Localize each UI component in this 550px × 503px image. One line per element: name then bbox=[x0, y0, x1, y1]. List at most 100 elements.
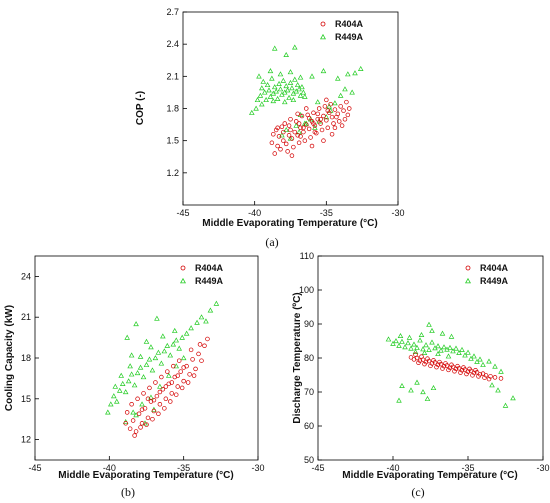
data-point-r404a bbox=[163, 396, 169, 402]
data-point-r449a bbox=[276, 80, 282, 86]
data-point-r449a bbox=[213, 300, 220, 306]
y-tick-label: 15 bbox=[21, 394, 31, 404]
legend-label-r449a: R449A bbox=[480, 276, 509, 286]
data-point-r404a bbox=[145, 415, 151, 421]
data-point-r404a bbox=[275, 143, 280, 149]
data-point-r449a bbox=[423, 342, 429, 348]
data-point-r449a bbox=[139, 401, 145, 407]
data-point-r449a bbox=[302, 93, 308, 99]
data-point-r404a bbox=[132, 433, 137, 438]
data-point-r449a bbox=[309, 73, 315, 79]
data-point-r449a bbox=[283, 127, 289, 133]
data-point-r449a bbox=[128, 352, 135, 358]
data-point-r449a bbox=[183, 330, 190, 336]
plot-frame bbox=[182, 11, 399, 206]
data-point-r404a bbox=[319, 127, 325, 133]
x-tick-label: -35 bbox=[461, 463, 474, 473]
data-point-r449a bbox=[408, 345, 414, 351]
x-tick-label: -35 bbox=[320, 208, 333, 218]
data-point-r404a bbox=[190, 357, 195, 362]
x-tick-label: -45 bbox=[311, 463, 324, 473]
data-point-r449a bbox=[320, 68, 327, 74]
data-point-r449a bbox=[155, 349, 162, 355]
data-point-r449a bbox=[116, 387, 123, 393]
data-point-r449a bbox=[300, 89, 307, 95]
legend-label-r449a: R449A bbox=[335, 32, 364, 42]
legend-marker-r404a bbox=[180, 265, 186, 271]
x-axis-label: Middle Evaporating Temperature (°C) bbox=[58, 470, 234, 481]
data-point-r449a bbox=[399, 338, 405, 344]
data-point-r404a bbox=[130, 418, 136, 423]
data-point-r404a bbox=[168, 399, 173, 404]
data-point-r404a bbox=[301, 129, 306, 135]
data-point-r449a bbox=[267, 93, 274, 99]
data-point-r449a bbox=[424, 395, 431, 401]
data-point-r404a bbox=[298, 125, 303, 131]
data-point-r449a bbox=[408, 387, 414, 393]
data-point-r449a bbox=[112, 383, 119, 389]
data-point-r404a bbox=[278, 146, 283, 152]
data-point-r404a bbox=[157, 401, 163, 407]
data-point-r449a bbox=[393, 338, 399, 344]
legend-marker-r449a bbox=[465, 277, 471, 284]
data-point-r449a bbox=[122, 389, 129, 395]
data-point-r449a bbox=[269, 75, 275, 81]
data-point-r404a bbox=[322, 104, 328, 109]
data-point-r449a bbox=[127, 363, 133, 369]
legend-label-r404a: R404A bbox=[195, 263, 224, 273]
data-point-r449a bbox=[263, 97, 269, 103]
data-point-r449a bbox=[510, 395, 516, 401]
y-tick-label: 2.7 bbox=[166, 7, 179, 17]
data-point-r449a bbox=[498, 368, 504, 374]
data-point-r449a bbox=[131, 382, 138, 388]
data-point-r404a bbox=[157, 389, 163, 395]
data-point-r404a bbox=[296, 140, 302, 146]
data-point-r449a bbox=[292, 76, 298, 82]
data-point-r404a bbox=[282, 121, 288, 126]
data-point-r449a bbox=[439, 330, 446, 336]
data-point-r449a bbox=[130, 409, 136, 415]
data-point-r449a bbox=[249, 109, 255, 115]
data-point-r449a bbox=[160, 333, 166, 339]
panel-label-a: (a) bbox=[265, 235, 278, 249]
data-point-r404a bbox=[288, 127, 293, 133]
data-point-r404a bbox=[144, 422, 149, 427]
data-point-r404a bbox=[486, 376, 492, 382]
y-tick-label: 12 bbox=[21, 435, 31, 445]
data-point-r449a bbox=[445, 353, 452, 359]
data-point-r404a bbox=[321, 113, 326, 119]
data-point-r449a bbox=[271, 84, 278, 90]
data-point-r404a bbox=[191, 373, 197, 378]
data-point-r404a bbox=[298, 134, 303, 139]
legend-marker-r449a bbox=[180, 277, 186, 284]
x-tick-label: -30 bbox=[391, 208, 404, 218]
data-point-r404a bbox=[145, 396, 151, 402]
y-tick-label: 2.4 bbox=[166, 39, 179, 49]
data-point-r404a bbox=[426, 358, 432, 364]
data-point-r449a bbox=[176, 345, 183, 351]
data-point-r449a bbox=[188, 325, 194, 331]
data-point-r404a bbox=[452, 369, 457, 374]
data-point-r404a bbox=[470, 373, 475, 378]
data-point-r404a bbox=[193, 366, 198, 372]
data-point-r404a bbox=[269, 140, 275, 146]
data-point-r449a bbox=[477, 356, 483, 362]
panel-label-b: (b) bbox=[121, 485, 135, 499]
data-point-r449a bbox=[286, 94, 292, 100]
x-tick-label: -30 bbox=[536, 463, 549, 473]
data-point-r404a bbox=[150, 416, 155, 422]
data-point-r404a bbox=[332, 125, 338, 131]
data-point-r449a bbox=[203, 318, 209, 324]
data-point-r404a bbox=[473, 367, 478, 373]
data-point-r449a bbox=[426, 346, 432, 352]
data-point-r404a bbox=[293, 119, 299, 124]
data-point-r449a bbox=[287, 69, 294, 75]
data-point-r404a bbox=[160, 387, 166, 392]
data-point-r449a bbox=[118, 372, 125, 378]
data-point-r404a bbox=[283, 141, 289, 147]
data-point-r449a bbox=[110, 393, 117, 399]
data-point-r404a bbox=[295, 133, 300, 138]
data-point-r449a bbox=[143, 338, 150, 344]
data-point-r449a bbox=[277, 71, 284, 77]
